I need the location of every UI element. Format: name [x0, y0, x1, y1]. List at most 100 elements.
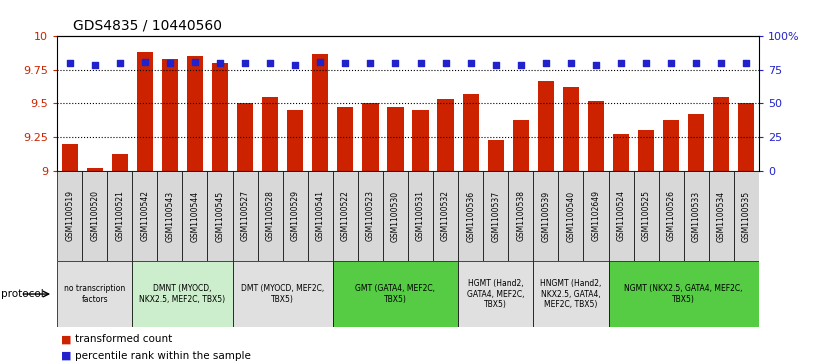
Text: GSM1100530: GSM1100530	[391, 191, 400, 241]
Text: transformed count: transformed count	[75, 334, 172, 344]
Bar	[82, 171, 107, 261]
Text: GSM1100525: GSM1100525	[641, 191, 650, 241]
Text: GSM1100523: GSM1100523	[366, 191, 375, 241]
Bar	[713, 97, 730, 171]
Bar	[734, 171, 759, 261]
Bar	[358, 171, 383, 261]
Bar	[659, 171, 684, 261]
Text: protocol: protocol	[1, 289, 43, 299]
Point	[414, 60, 427, 66]
Bar	[538, 81, 554, 171]
Point	[690, 60, 703, 66]
Text: GSM1100537: GSM1100537	[491, 191, 500, 241]
Bar	[362, 103, 379, 171]
Bar	[613, 134, 629, 171]
Text: GSM1100519: GSM1100519	[65, 191, 74, 241]
Point	[188, 59, 202, 65]
Bar	[107, 171, 132, 261]
Bar	[508, 171, 534, 261]
Point	[289, 62, 302, 68]
Point	[339, 60, 352, 66]
Point	[664, 60, 677, 66]
Bar	[633, 171, 659, 261]
Bar	[437, 99, 454, 171]
Text: GSM1100529: GSM1100529	[290, 191, 299, 241]
Bar	[738, 103, 755, 171]
Point	[539, 60, 552, 66]
Bar	[684, 171, 709, 261]
Bar	[157, 171, 183, 261]
Text: GSM1100527: GSM1100527	[241, 191, 250, 241]
Bar	[558, 171, 583, 261]
Bar	[262, 97, 278, 171]
Bar	[688, 114, 704, 171]
Bar	[258, 171, 282, 261]
Bar	[57, 171, 82, 261]
Point	[565, 60, 578, 66]
Point	[439, 60, 452, 66]
Point	[63, 60, 76, 66]
Text: ■: ■	[61, 351, 72, 361]
Point	[238, 60, 251, 66]
Bar	[463, 94, 479, 171]
Text: GSM1100545: GSM1100545	[215, 191, 224, 241]
Bar	[638, 130, 654, 171]
Text: GDS4835 / 10440560: GDS4835 / 10440560	[73, 19, 223, 33]
Point	[715, 60, 728, 66]
Bar	[412, 110, 428, 171]
Bar	[282, 171, 308, 261]
Text: GSM1100533: GSM1100533	[692, 191, 701, 241]
Text: HNGMT (Hand2,
NKX2.5, GATA4,
MEF2C, TBX5): HNGMT (Hand2, NKX2.5, GATA4, MEF2C, TBX5…	[540, 279, 601, 309]
Text: GMT (GATA4, MEF2C,
TBX5): GMT (GATA4, MEF2C, TBX5)	[356, 284, 436, 304]
Text: GSM1100543: GSM1100543	[166, 191, 175, 241]
Bar	[313, 54, 328, 171]
Point	[214, 60, 227, 66]
Point	[264, 60, 277, 66]
Bar	[132, 261, 233, 327]
Bar	[137, 52, 153, 171]
Bar	[458, 261, 534, 327]
Text: GSM1100535: GSM1100535	[742, 191, 751, 241]
Bar	[408, 171, 433, 261]
Point	[640, 60, 653, 66]
Text: GSM1100522: GSM1100522	[341, 191, 350, 241]
Bar	[237, 103, 253, 171]
Text: GSM1100539: GSM1100539	[541, 191, 550, 241]
Bar	[333, 171, 358, 261]
Bar	[308, 171, 333, 261]
Bar	[388, 107, 404, 171]
Bar	[333, 261, 458, 327]
Bar	[433, 171, 458, 261]
Bar	[588, 101, 604, 171]
Bar	[534, 171, 558, 261]
Text: HGMT (Hand2,
GATA4, MEF2C,
TBX5): HGMT (Hand2, GATA4, MEF2C, TBX5)	[467, 279, 525, 309]
Bar	[709, 171, 734, 261]
Bar	[212, 63, 228, 171]
Bar	[563, 87, 579, 171]
Bar	[233, 261, 333, 327]
Text: GSM1100536: GSM1100536	[466, 191, 475, 241]
Text: GSM1100524: GSM1100524	[617, 191, 626, 241]
Text: GSM1100544: GSM1100544	[190, 191, 199, 241]
Bar	[287, 110, 304, 171]
Text: GSM1100521: GSM1100521	[115, 191, 124, 241]
Point	[88, 62, 101, 68]
Bar	[663, 119, 679, 171]
Point	[589, 62, 602, 68]
Text: ■: ■	[61, 334, 72, 344]
Text: DMT (MYOCD, MEF2C,
TBX5): DMT (MYOCD, MEF2C, TBX5)	[241, 284, 324, 304]
Text: GSM1100520: GSM1100520	[91, 191, 100, 241]
Bar	[61, 144, 78, 171]
Bar	[187, 56, 203, 171]
Text: GSM1100538: GSM1100538	[517, 191, 526, 241]
Bar	[512, 119, 529, 171]
Text: GSM1102649: GSM1102649	[592, 191, 601, 241]
Bar	[488, 140, 503, 171]
Point	[313, 59, 326, 65]
Point	[138, 59, 151, 65]
Bar	[458, 171, 483, 261]
Point	[489, 62, 502, 68]
Point	[113, 60, 126, 66]
Bar	[609, 261, 759, 327]
Bar	[57, 261, 132, 327]
